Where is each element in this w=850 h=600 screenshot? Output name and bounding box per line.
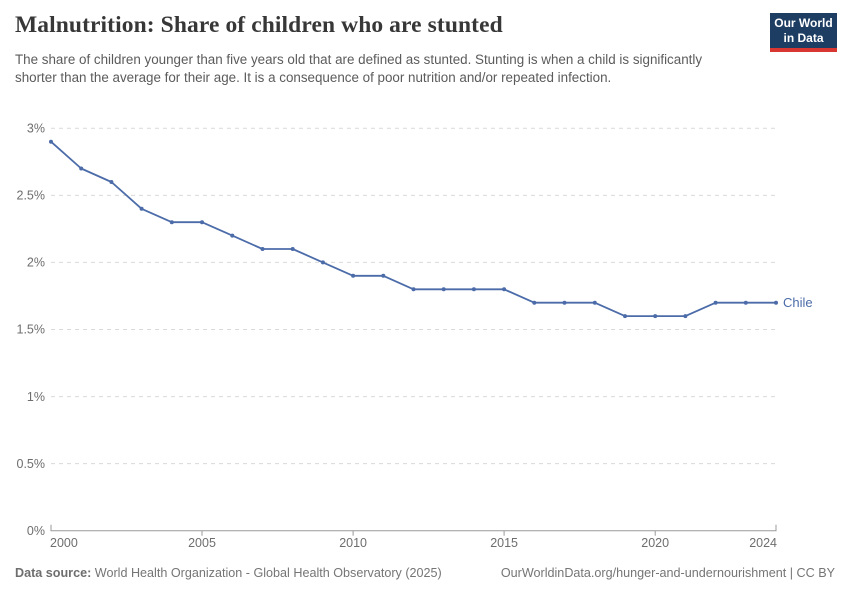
x-axis-line (50, 524, 777, 532)
y-tick-label: 2% (27, 256, 45, 270)
data-point (139, 206, 144, 211)
data-point (502, 287, 507, 292)
page-title: Malnutrition: Share of children who are … (15, 12, 503, 38)
data-point (441, 287, 446, 292)
data-point (411, 287, 416, 292)
data-point (230, 233, 235, 238)
chart-subtitle: The share of children younger than five … (15, 52, 703, 85)
data-point (169, 220, 174, 225)
data-point (532, 300, 537, 305)
data-source-label: Data source: (15, 566, 92, 580)
data-source: Data source: World Health Organization -… (15, 566, 442, 580)
x-tick-label: 2010 (339, 536, 367, 550)
data-point (683, 314, 688, 319)
x-tick-label: 2024 (749, 536, 777, 550)
y-tick-label: 0.5% (17, 457, 46, 471)
data-point (471, 287, 476, 292)
data-point (623, 314, 627, 319)
data-point (653, 314, 658, 319)
data-point (109, 180, 114, 184)
y-tick-label: 3% (27, 122, 45, 136)
data-point (713, 300, 718, 305)
data-point (592, 300, 597, 305)
chart-footer: Data source: World Health Organization -… (15, 566, 835, 580)
data-point (381, 273, 386, 278)
data-point (320, 260, 325, 265)
x-tick-label: 2000 (50, 536, 78, 550)
x-tick-label: 2020 (641, 536, 669, 550)
owid-logo: Our World in Data (770, 13, 837, 52)
y-tick-label: 2.5% (17, 189, 46, 203)
owid-logo-accent-bar (770, 48, 837, 52)
data-point (351, 273, 356, 278)
data-point (79, 166, 84, 171)
y-tick-label: 1% (27, 390, 45, 404)
entity-label: Chile (783, 295, 813, 310)
data-point (774, 300, 778, 305)
owid-logo-line2: in Data (783, 31, 824, 45)
x-tick-label: 2015 (490, 536, 518, 550)
data-point (290, 247, 295, 251)
data-point (260, 247, 265, 251)
data-point (49, 139, 53, 144)
y-tick-label: 1.5% (17, 323, 46, 337)
data-point (562, 300, 567, 305)
data-source-text: World Health Organization - Global Healt… (94, 566, 442, 580)
owid-logo-line1: Our World (774, 16, 833, 30)
x-tick-label: 2005 (188, 536, 216, 550)
license-note: OurWorldinData.org/hunger-and-undernouri… (500, 566, 835, 580)
data-point (743, 300, 748, 305)
y-tick-label: 0% (27, 524, 45, 538)
data-point (200, 220, 204, 225)
owid-logo-box: Our World in Data (770, 13, 837, 48)
